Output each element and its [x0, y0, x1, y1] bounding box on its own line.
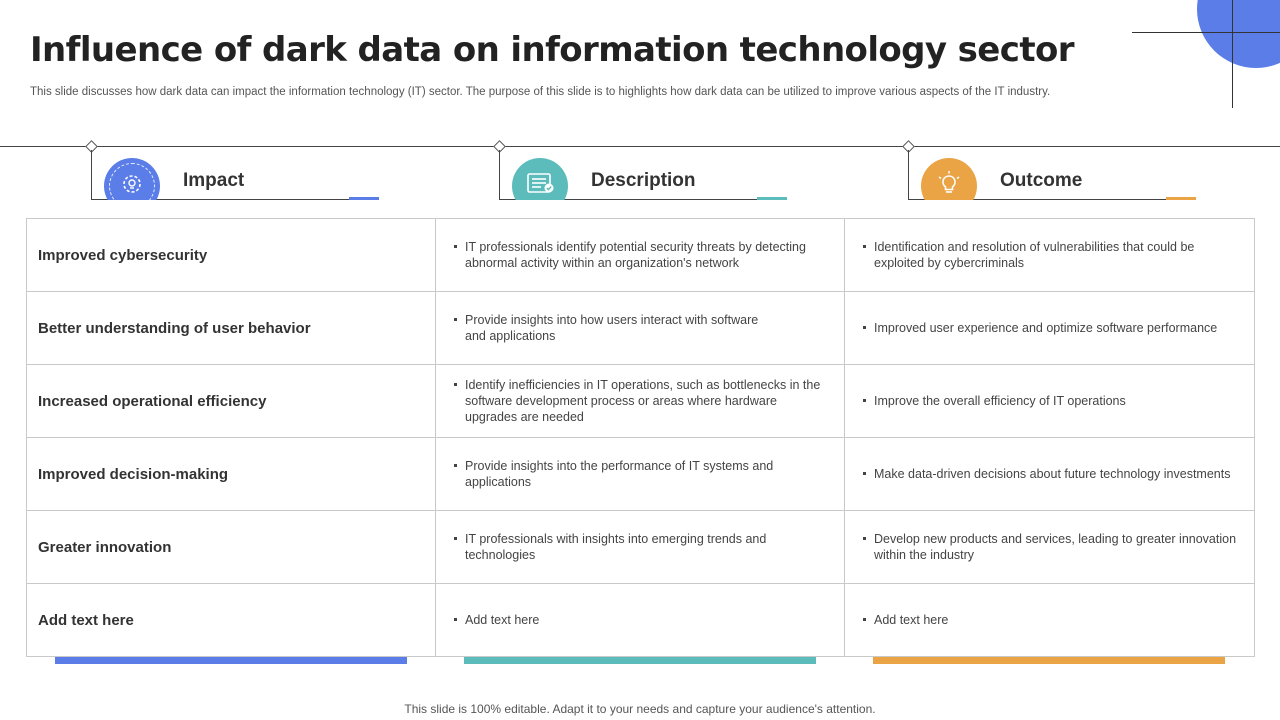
impact-table: Improved cybersecurity IT professionals …: [26, 218, 1255, 657]
outcome-cell: Improved user experience and optimize so…: [844, 291, 1255, 365]
description-cell: IT professionals identify potential secu…: [435, 218, 845, 292]
outcome-cell: Improve the overall efficiency of IT ope…: [844, 364, 1255, 438]
impact-cell: Improved cybersecurity: [26, 218, 436, 292]
bullet-text: Add text here: [454, 612, 832, 628]
description-cell: IT professionals with insights into emer…: [435, 510, 845, 584]
column-header-impact: Impact: [85, 140, 391, 200]
bullet-text: Provide insights into the performance of…: [454, 458, 832, 490]
column-header-description: Description: [493, 140, 799, 200]
outcome-cell: Make data-driven decisions about future …: [844, 437, 1255, 511]
bullet-text: IT professionals with insights into emer…: [454, 531, 832, 563]
table-row: Greater innovation IT professionals with…: [26, 510, 1255, 584]
description-cell: Add text here: [435, 583, 845, 657]
header-timeline-line: [0, 146, 1280, 147]
outcome-cell: Identification and resolution of vulnera…: [844, 218, 1255, 292]
lightbulb-icon: [921, 158, 977, 200]
header-accent: [757, 197, 787, 200]
table-row: Better understanding of user behavior Pr…: [26, 291, 1255, 365]
bullet-text: IT professionals identify potential secu…: [454, 239, 832, 271]
impact-cell: Add text here: [26, 583, 436, 657]
bullet-text: Improved user experience and optimize so…: [863, 320, 1242, 336]
checklist-icon: [512, 158, 568, 200]
column-bar-impact: [55, 657, 407, 664]
column-header-label: Description: [591, 170, 696, 191]
table-row: Increased operational efficiency Identif…: [26, 364, 1255, 438]
impact-cell: Increased operational efficiency: [26, 364, 436, 438]
table-row: Add text here Add text here Add text her…: [26, 583, 1255, 657]
header-accent: [1166, 197, 1196, 200]
bullet-text: Make data-driven decisions about future …: [863, 466, 1242, 482]
column-header-label: Impact: [183, 170, 245, 191]
bullet-text: Add text here: [863, 612, 1242, 628]
bullet-text: Identify inefficiencies in IT operations…: [454, 377, 832, 425]
column-header-label: Outcome: [1000, 170, 1083, 191]
bullet-text: Identification and resolution of vulnera…: [863, 239, 1242, 271]
impact-cell: Improved decision-making: [26, 437, 436, 511]
gear-bulb-icon: [104, 158, 160, 200]
table-row: Improved cybersecurity IT professionals …: [26, 218, 1255, 292]
footer-note: This slide is 100% editable. Adapt it to…: [404, 702, 876, 716]
decorative-line-horizontal: [1132, 32, 1280, 33]
description-cell: Provide insights into the performance of…: [435, 437, 845, 511]
slide-subtitle: This slide discusses how dark data can i…: [30, 86, 1051, 98]
column-bar-description: [464, 657, 816, 664]
column-header-outcome: Outcome: [902, 140, 1208, 200]
bullet-text: Provide insights into how users interact…: [454, 312, 832, 344]
bullet-text: Improve the overall efficiency of IT ope…: [863, 393, 1242, 409]
bullet-text: Develop new products and services, leadi…: [863, 531, 1242, 563]
outcome-cell: Develop new products and services, leadi…: [844, 510, 1255, 584]
decorative-line-vertical: [1232, 0, 1233, 108]
impact-cell: Better understanding of user behavior: [26, 291, 436, 365]
header-accent: [349, 197, 379, 200]
slide-title: Influence of dark data on information te…: [30, 30, 1075, 70]
decorative-circle: [1197, 0, 1280, 68]
impact-cell: Greater innovation: [26, 510, 436, 584]
description-cell: Identify inefficiencies in IT operations…: [435, 364, 845, 438]
table-row: Improved decision-making Provide insight…: [26, 437, 1255, 511]
column-bar-outcome: [873, 657, 1225, 664]
outcome-cell: Add text here: [844, 583, 1255, 657]
description-cell: Provide insights into how users interact…: [435, 291, 845, 365]
